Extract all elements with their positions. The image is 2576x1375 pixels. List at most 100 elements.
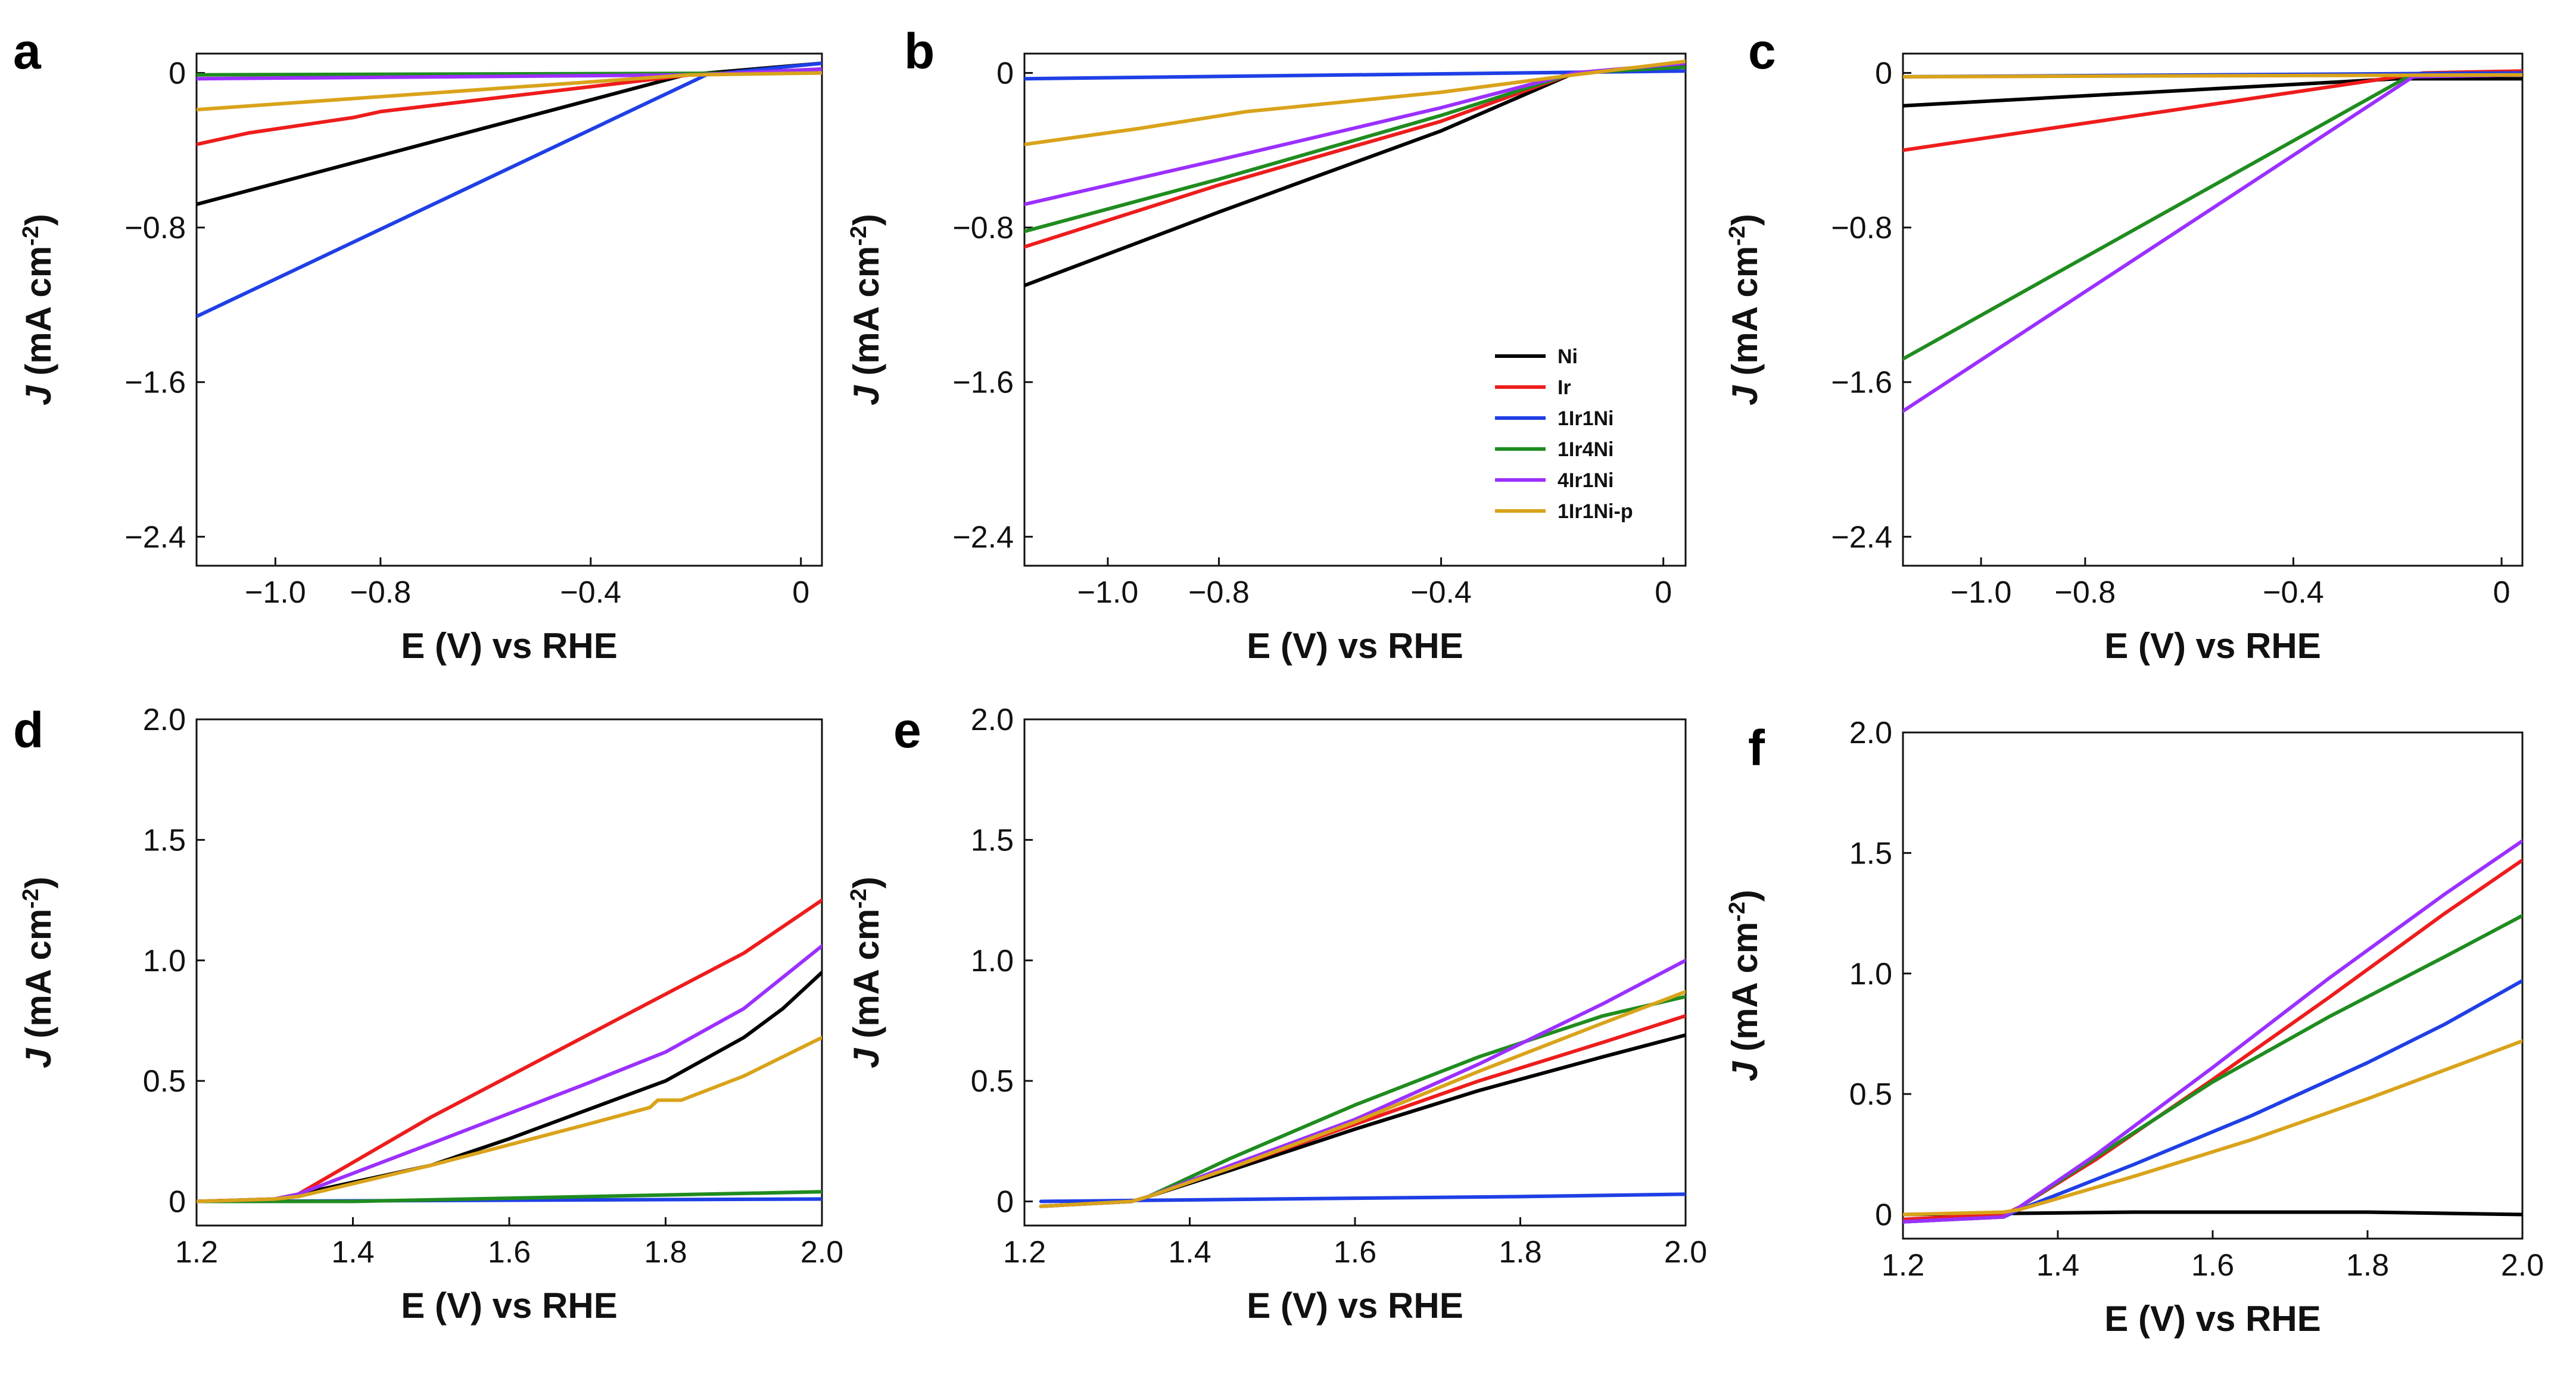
y-axis-label-exponent: -2 — [846, 226, 871, 246]
series-line-1ir1ni-p — [1039, 990, 1686, 1208]
y-tick-label: 0.5 — [143, 1064, 186, 1099]
y-tick-label: 1.0 — [971, 944, 1014, 978]
legend-label: 4Ir1Ni — [1558, 469, 1614, 492]
panel-e: 1.2 1.4 1.6 1.8 2.0 0 0.5 1.0 1.5 2.0 E (V) vs RHE… — [846, 702, 1707, 1326]
y-axis-label: J (mA cm-2) — [18, 214, 58, 406]
series-line-1ir1ni-p — [197, 1036, 822, 1203]
y-axis-label-units: (mA cm — [1725, 246, 1765, 386]
y-tick-label: −1.6 — [952, 366, 1014, 400]
y-axis-label-symbol: J — [1725, 385, 1765, 406]
x-tick-label: 1.4 — [331, 1235, 374, 1270]
y-tick-label: 0 — [169, 56, 186, 91]
panel-f: 1.2 1.4 1.6 1.8 2.0 0 0.5 1.0 1.5 2.0 E (V) vs RHE… — [1725, 716, 2544, 1339]
x-axis-label: E (V) vs RHE — [1247, 1286, 1463, 1326]
y-tick-label: 1.0 — [1849, 957, 1892, 992]
series-group — [1039, 958, 1686, 1208]
x-tick-label: −1.0 — [1951, 575, 2012, 610]
y-tick-label: 0 — [996, 56, 1014, 91]
panel-c: −1.0 −0.8 −0.4 0 0 −0.8 −1.6 −2.4 E (V) vs RHE J … — [1725, 23, 2524, 666]
x-tick-label: 2.0 — [800, 1235, 843, 1270]
y-tick-label: 1.5 — [971, 823, 1014, 858]
x-tick-label: 1.8 — [2346, 1248, 2389, 1283]
legend: Ni Ir 1Ir1Ni 1Ir4Ni 4Ir1Ni 1Ir1Ni-p — [1495, 345, 1633, 523]
series-line-1ir1ni-p — [1903, 73, 2522, 79]
y-tick-label: −2.4 — [952, 520, 1014, 554]
y-axis-label-units: (mA cm — [1725, 922, 1765, 1062]
y-tick-label: −1.6 — [124, 366, 186, 400]
series-group — [197, 61, 822, 319]
plot-frame — [1023, 52, 1687, 567]
panel-label: d — [13, 702, 43, 758]
series-line-4ir1ni — [1903, 839, 2522, 1224]
y-tick-label: 2.0 — [1849, 716, 1892, 750]
y-axis-label-exponent: -2 — [18, 226, 43, 246]
y-axis-label-symbol: J — [1725, 1061, 1765, 1081]
series-group — [1903, 69, 2522, 413]
y-axis-label-symbol: J — [18, 1047, 58, 1068]
x-tick-label: 1.4 — [1168, 1235, 1211, 1270]
y-tick-label: 2.0 — [143, 703, 186, 737]
y-tick-label: −0.8 — [1831, 211, 1892, 245]
x-tick-label: 2.0 — [1664, 1235, 1707, 1270]
series-group — [197, 898, 822, 1203]
y-axis-label-exponent: -2 — [846, 888, 871, 909]
legend-label: 1Ir1Ni — [1558, 407, 1614, 430]
legend-label: 1Ir1Ni-p — [1558, 500, 1633, 523]
x-tick-label: −0.8 — [2055, 575, 2116, 610]
y-axis-label: J (mA cm-2) — [846, 877, 886, 1068]
y-tick-label: 0 — [1875, 1198, 1892, 1233]
x-tick-label: 0 — [1655, 575, 1672, 610]
series-line-1ir4ni — [197, 1190, 822, 1203]
panel-d: 1.2 1.4 1.6 1.8 2.0 0 0.5 1.0 1.5 2.0 E (V) vs RHE… — [13, 702, 843, 1326]
x-tick-label: −0.4 — [1410, 575, 1472, 610]
y-tick-label: −2.4 — [124, 520, 186, 554]
y-axis-label-close: ) — [18, 877, 58, 888]
x-tick-label: −0.8 — [1188, 575, 1250, 610]
plot-frame — [1902, 52, 2524, 567]
series-line-ni — [1903, 1210, 2522, 1217]
y-axis-label-close: ) — [846, 214, 886, 226]
y-tick-label: 0 — [1875, 56, 1892, 91]
legend-label: Ir — [1558, 376, 1571, 399]
x-axis-label: E (V) vs RHE — [401, 626, 617, 666]
y-axis-label-close: ) — [1725, 214, 1765, 226]
x-tick-label: 1.8 — [644, 1235, 687, 1270]
y-axis-label-symbol: J — [18, 385, 58, 406]
y-axis-label-exponent: -2 — [1725, 902, 1750, 922]
y-tick-label: 2.0 — [971, 703, 1014, 737]
panel-label: e — [893, 702, 921, 758]
plots-layer: −1.0 −0.8 −0.4 0 0 −0.8 −1.6 −2.4 E (V) vs RHE J … — [13, 23, 2544, 1339]
x-tick-label: 2.0 — [2501, 1248, 2544, 1283]
panel-label: f — [1748, 720, 1765, 776]
y-axis-label: J (mA cm-2) — [846, 214, 886, 406]
y-tick-label: −0.8 — [124, 211, 186, 245]
y-axis-label-exponent: -2 — [18, 888, 43, 909]
series-line-1ir1ni-p — [1903, 1039, 2522, 1217]
y-tick-label: 1.0 — [143, 944, 186, 978]
x-tick-label: 1.6 — [1334, 1235, 1376, 1270]
series-line-1ir1ni — [1039, 1192, 1686, 1203]
x-tick-label: −1.0 — [1077, 575, 1139, 610]
y-axis-label-close: ) — [18, 214, 58, 226]
x-axis-label: E (V) vs RHE — [401, 1286, 617, 1326]
y-axis-label: J (mA cm-2) — [1725, 890, 1765, 1081]
x-tick-label: 1.4 — [2036, 1248, 2079, 1283]
y-tick-label: 1.5 — [1849, 836, 1892, 871]
y-tick-label: −0.8 — [952, 211, 1014, 245]
x-tick-label: 1.2 — [175, 1235, 218, 1270]
x-tick-label: 1.2 — [1003, 1235, 1046, 1270]
x-axis-label: E (V) vs RHE — [1247, 626, 1463, 666]
panel-label: b — [904, 23, 935, 79]
x-tick-label: 1.6 — [2191, 1248, 2234, 1283]
y-axis-label: J (mA cm-2) — [18, 877, 58, 1068]
series-line-1ir1ni-p — [197, 71, 822, 112]
x-tick-label: 1.8 — [1499, 1235, 1541, 1270]
series-group — [1903, 839, 2522, 1224]
y-tick-label: −2.4 — [1831, 520, 1892, 554]
legend-label: 1Ir4Ni — [1558, 438, 1614, 461]
legend-label: Ni — [1558, 345, 1578, 368]
series-line-ni — [1903, 77, 2522, 108]
y-axis-label-symbol: J — [846, 385, 886, 406]
x-axis-label: E (V) vs RHE — [2104, 1299, 2320, 1339]
